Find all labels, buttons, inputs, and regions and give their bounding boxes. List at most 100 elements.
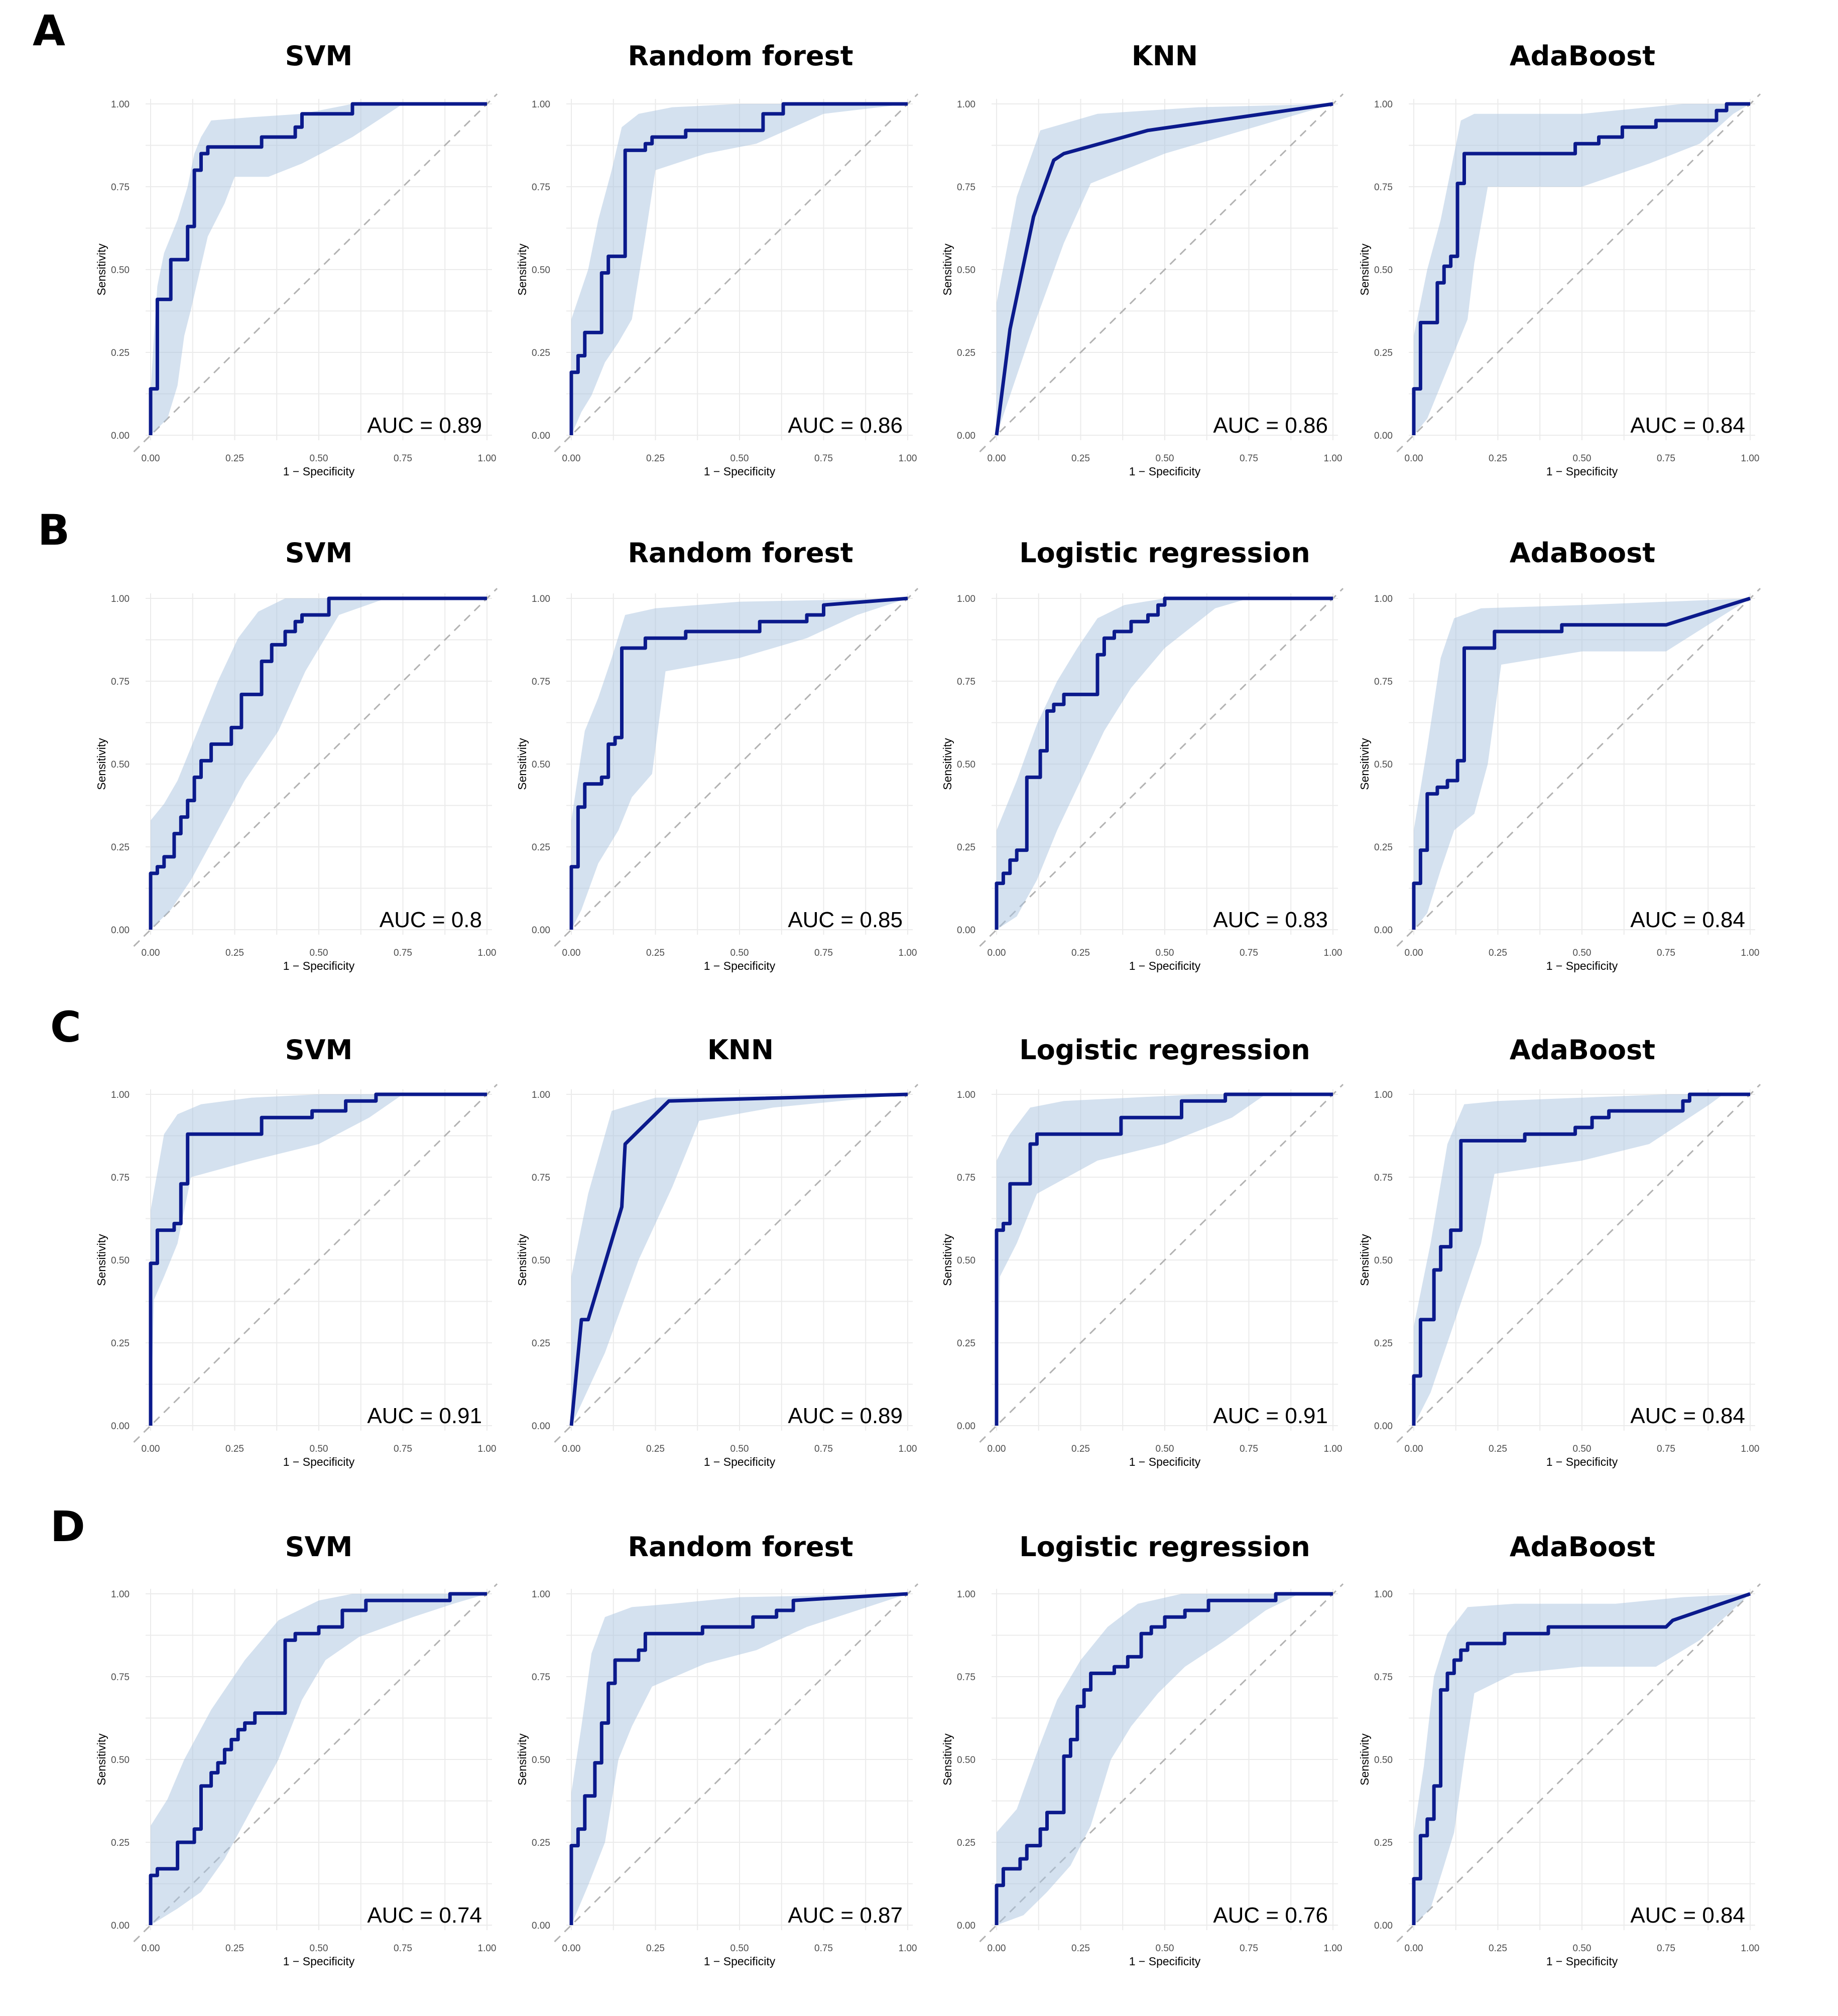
roc-plot-b-1: SVM 0.00 0.25 0.50 0.75 1.00 0.00 0.25 0.50 0.75 1… xyxy=(95,537,498,972)
x-tick-label: 0.25 xyxy=(1489,453,1507,464)
y-tick-label: 0.25 xyxy=(532,842,550,853)
plot-title: AdaBoost xyxy=(1510,537,1655,569)
x-tick-label: 1.00 xyxy=(1741,1444,1760,1454)
roc-curve xyxy=(995,1592,1333,1925)
y-tick-label: 0.00 xyxy=(111,431,130,441)
x-axis-label: 1 − Specificity xyxy=(283,1955,355,1968)
x-tick-label: 0.00 xyxy=(562,1444,581,1454)
y-axis-label: Sensitivity xyxy=(516,738,529,790)
x-tick-label: 0.75 xyxy=(814,948,833,958)
y-axis-label: Sensitivity xyxy=(516,1234,529,1286)
confidence-band xyxy=(571,104,908,435)
x-tick-label: 0.50 xyxy=(730,1444,749,1454)
x-tick-label: 0.50 xyxy=(310,1943,328,1954)
y-tick-label: 0.25 xyxy=(532,1838,550,1848)
plot-title: Random forest xyxy=(628,1531,853,1563)
x-tick-label: 0.50 xyxy=(1573,1943,1591,1954)
x-axis-label: 1 − Specificity xyxy=(283,465,355,478)
y-tick-label: 0.25 xyxy=(111,348,130,358)
y-tick-label: 0.50 xyxy=(957,760,975,770)
x-axis-label: 1 − Specificity xyxy=(704,1455,776,1468)
y-axis-label: Sensitivity xyxy=(941,1733,954,1786)
y-tick-label: 1.00 xyxy=(532,594,550,604)
x-tick-label: 0.75 xyxy=(814,453,833,464)
y-tick-label: 0.75 xyxy=(532,1173,550,1183)
roc-plot-a-4: AdaBoost 0.00 0.25 0.50 0.75 1.00 0.00 0.25 0.50… xyxy=(1358,40,1761,478)
y-tick-label: 0.50 xyxy=(111,265,130,276)
panel-letter: A xyxy=(33,6,65,55)
y-axis-label: Sensitivity xyxy=(1358,738,1371,790)
x-tick-label: 0.00 xyxy=(142,1444,160,1454)
auc-label: AUC = 0.84 xyxy=(1630,1404,1745,1428)
y-tick-label: 0.75 xyxy=(1374,182,1393,193)
x-tick-label: 0.75 xyxy=(814,1444,833,1454)
roc-curve xyxy=(1412,1092,1750,1426)
x-axis-label: 1 − Specificity xyxy=(1546,1455,1618,1468)
reference-diagonal xyxy=(133,588,498,947)
y-axis-label: Sensitivity xyxy=(516,243,529,296)
y-tick-label: 0.50 xyxy=(532,265,550,276)
panel-b: B SVM 0.00 0.25 0.50 0.75 1.00 0.00 0.25 0.50 0.75… xyxy=(38,506,1761,972)
confidence-band xyxy=(571,1594,908,1925)
x-tick-label: 0.75 xyxy=(814,1943,833,1954)
y-axis-label: Sensitivity xyxy=(95,738,108,790)
roc-plot-c-3: Logistic regression 0.00 0.25 0.50 0.75 1.00 0… xyxy=(941,1034,1344,1468)
confidence-band xyxy=(151,598,487,930)
y-tick-label: 0.75 xyxy=(111,1672,130,1683)
x-tick-label: 0.00 xyxy=(142,948,160,958)
roc-curve xyxy=(1412,102,1750,435)
x-tick-label: 0.50 xyxy=(1573,948,1591,958)
x-tick-label: 1.00 xyxy=(1741,1943,1760,1954)
auc-label: AUC = 0.86 xyxy=(788,413,903,438)
roc-curve xyxy=(569,1092,908,1426)
confidence-band xyxy=(151,1094,487,1426)
reference-diagonal xyxy=(1396,1084,1761,1443)
plot-title: SVM xyxy=(285,537,352,569)
y-tick-label: 0.25 xyxy=(957,348,975,358)
y-tick-label: 0.25 xyxy=(532,348,550,358)
x-tick-label: 0.50 xyxy=(310,453,328,464)
y-tick-label: 0.50 xyxy=(111,1755,130,1766)
roc-curve xyxy=(149,102,487,435)
y-tick-label: 1.00 xyxy=(532,1090,550,1100)
x-tick-label: 0.25 xyxy=(225,1943,244,1954)
x-tick-label: 0.25 xyxy=(646,453,665,464)
confidence-band xyxy=(1414,598,1750,930)
y-tick-label: 0.75 xyxy=(532,677,550,687)
auc-label: AUC = 0.83 xyxy=(1213,908,1328,932)
roc-plot-c-4: AdaBoost 0.00 0.25 0.50 0.75 1.00 0.00 0.25 0.50… xyxy=(1358,1034,1761,1468)
y-tick-label: 0.75 xyxy=(111,1173,130,1183)
x-tick-label: 0.25 xyxy=(225,1444,244,1454)
panel-letter: C xyxy=(50,1002,81,1052)
x-tick-label: 1.00 xyxy=(1741,948,1760,958)
y-tick-label: 0.00 xyxy=(532,1421,550,1432)
x-tick-label: 0.50 xyxy=(1156,948,1174,958)
x-axis-label: 1 − Specificity xyxy=(1546,1955,1618,1968)
roc-curve xyxy=(149,1092,487,1426)
roc-curve xyxy=(995,596,1333,930)
auc-label: AUC = 0.91 xyxy=(367,1404,482,1428)
roc-plot-a-1: SVM 0.00 0.25 0.50 0.75 1.00 0.00 0.25 0.50 0.75 1… xyxy=(95,40,498,478)
x-tick-label: 1.00 xyxy=(478,1943,497,1954)
panel-d: D SVM 0.00 0.25 0.50 0.75 1.00 0.00 0.25 0.50 0.75… xyxy=(50,1502,1761,1968)
x-tick-label: 0.00 xyxy=(988,1444,1006,1454)
roc-curve xyxy=(995,1092,1333,1426)
x-tick-label: 0.25 xyxy=(646,1943,665,1954)
y-tick-label: 0.00 xyxy=(111,1921,130,1931)
y-tick-label: 0.00 xyxy=(957,925,975,936)
x-tick-label: 0.25 xyxy=(1489,1943,1507,1954)
x-tick-label: 0.75 xyxy=(1240,1943,1258,1954)
y-tick-label: 0.25 xyxy=(957,1838,975,1848)
x-tick-label: 0.75 xyxy=(394,1943,412,1954)
y-tick-label: 0.50 xyxy=(532,1255,550,1266)
x-axis-label: 1 − Specificity xyxy=(1129,465,1201,478)
x-axis-label: 1 − Specificity xyxy=(704,1955,776,1968)
plot-title: AdaBoost xyxy=(1510,1531,1655,1563)
x-tick-label: 1.00 xyxy=(1324,453,1342,464)
y-tick-label: 0.00 xyxy=(957,1421,975,1432)
x-axis-label: 1 − Specificity xyxy=(283,1455,355,1468)
plot-title: Logistic regression xyxy=(1019,1531,1310,1563)
x-axis-label: 1 − Specificity xyxy=(283,959,355,972)
panel-c: C SVM 0.00 0.25 0.50 0.75 1.00 0.00 0.25 0.50 0.75… xyxy=(50,1002,1761,1468)
panel-a: A SVM 0.00 0.25 0.50 0.75 1.00 0.00 0.25 0.50 0.75… xyxy=(33,6,1761,478)
